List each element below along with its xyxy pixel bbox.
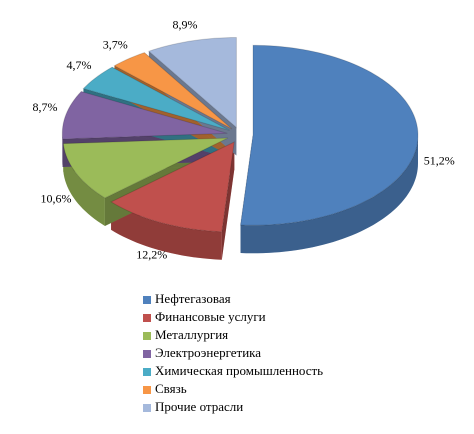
pie (61, 36, 419, 260)
data-label: 3,7% (103, 37, 128, 51)
legend-swatch (143, 296, 151, 304)
data-label: 8,7% (32, 100, 57, 114)
legend-label: Прочие отрасли (155, 399, 243, 414)
legend-swatch (143, 404, 151, 412)
slice (62, 137, 229, 199)
legend-label: Связь (155, 381, 187, 396)
data-label: 10,6% (40, 191, 71, 205)
slice (82, 66, 230, 131)
legend-swatch (143, 368, 151, 376)
legend-swatch (143, 386, 151, 394)
legend-label: Химическая промышленность (155, 363, 323, 378)
legend-label: Финансовые услуги (155, 309, 266, 324)
slice-side (63, 143, 105, 226)
legend-swatch (143, 332, 151, 340)
legend-label: Металлургия (155, 327, 228, 342)
slice-side (240, 135, 418, 254)
slice (110, 141, 235, 233)
data-label: 51,2% (424, 153, 455, 167)
data-label: 4,7% (67, 58, 92, 72)
data-label: 12,2% (136, 247, 167, 261)
slice (113, 52, 233, 130)
slice (61, 90, 228, 140)
slice-side (111, 201, 222, 260)
legend: Нефтегазовая Финансовые услуги Металлургия… (143, 291, 323, 414)
slice-shade (63, 143, 105, 226)
legend-swatch (143, 314, 151, 322)
data-label: 8,9% (172, 18, 197, 32)
legend-label: Нефтегазовая (155, 291, 231, 306)
slice-shade (240, 135, 418, 254)
slice (239, 44, 419, 226)
legend-label: Электроэнергетика (155, 345, 261, 360)
slice-shade (111, 201, 222, 260)
legend-swatch (143, 350, 151, 358)
slice (147, 36, 237, 129)
